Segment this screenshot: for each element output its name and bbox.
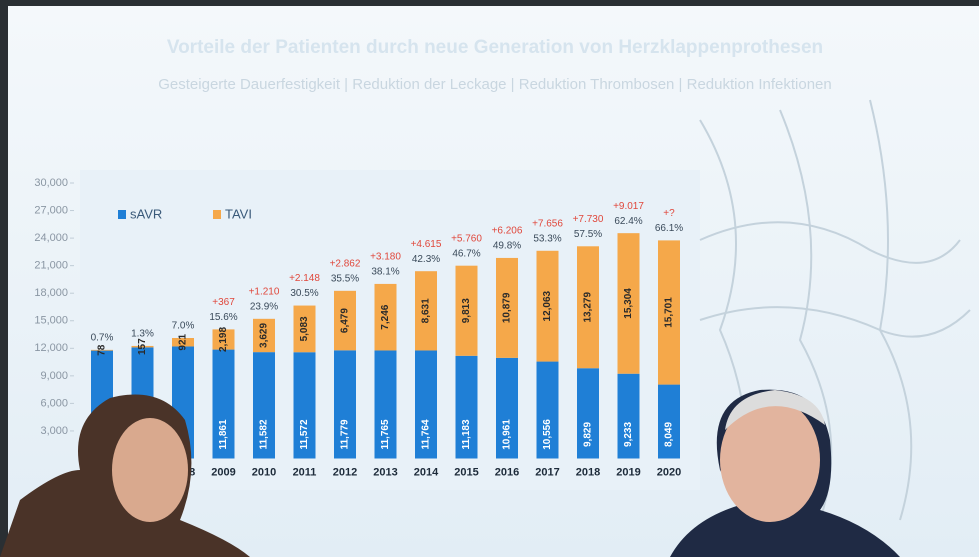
legend-swatch	[213, 210, 221, 219]
x-tick-label: 2019	[616, 466, 640, 478]
bar-value-label: 11,765	[380, 419, 391, 449]
share-label: 1.3%	[131, 329, 154, 340]
screen-photo: Vorteile der Patienten durch neue Genera…	[0, 0, 979, 557]
share-label: 15.6%	[209, 312, 237, 323]
person-left-face	[112, 418, 188, 522]
bar-value-label: 5,083	[299, 316, 310, 341]
x-tick-label: 2012	[333, 466, 357, 478]
bar-value-label: 10,556	[542, 419, 553, 450]
increase-label: +7.656	[532, 218, 563, 229]
bar-value-label: 8,049	[664, 422, 675, 447]
increase-label: +9.017	[613, 201, 644, 212]
x-tick-label: 2015	[454, 466, 478, 478]
increase-label: +?	[663, 208, 675, 219]
bar-value-label: 3,629	[259, 323, 270, 348]
legend-label: TAVI	[225, 206, 252, 221]
share-label: 38.1%	[371, 267, 399, 278]
increase-label: +5.760	[451, 233, 482, 244]
legend-swatch	[118, 210, 126, 219]
bar-value-label: 7,246	[380, 304, 391, 329]
y-tick-label: 21,000	[34, 260, 68, 272]
increase-label: +367	[212, 297, 235, 308]
bar-value-label: 11,183	[461, 419, 472, 449]
share-label: 57.5%	[574, 229, 602, 240]
y-tick-label: 9,000	[40, 370, 68, 382]
increase-label: +7.730	[573, 214, 604, 225]
bar-value-label: 8,631	[421, 298, 432, 323]
share-label: 35.5%	[331, 273, 359, 284]
increase-label: +2.862	[330, 258, 361, 269]
share-label: 7.0%	[172, 321, 195, 332]
y-tick-label: 12,000	[34, 342, 68, 354]
bar-value-label: 15,304	[623, 288, 634, 319]
bar-value-label: 921	[178, 333, 189, 350]
bar-value-label: 10,879	[502, 292, 513, 323]
x-tick-label: 2017	[535, 466, 559, 478]
bar-value-label: 157	[137, 338, 148, 355]
bar-value-label: 13,279	[583, 292, 594, 323]
y-tick-label: 24,000	[34, 232, 68, 244]
share-label: 30.5%	[290, 288, 318, 299]
share-label: 66.1%	[655, 223, 683, 234]
share-label: 0.7%	[91, 333, 114, 344]
y-tick-label: 18,000	[34, 287, 68, 299]
bar-value-label: 11,861	[218, 419, 229, 449]
bar-value-label: 11,764	[421, 419, 432, 449]
x-tick-label: 2010	[252, 466, 276, 478]
increase-label: +4.615	[411, 239, 442, 250]
share-label: 42.3%	[412, 254, 440, 265]
increase-label: +2.148	[289, 273, 320, 284]
share-label: 46.7%	[452, 248, 480, 259]
x-tick-label: 2016	[495, 466, 519, 478]
chart-title: Vorteile der Patienten durch neue Genera…	[167, 37, 823, 58]
bar-value-label: 15,701	[664, 297, 675, 328]
x-tick-label: 2009	[211, 466, 235, 478]
bar-value-label: 12,063	[542, 290, 553, 321]
bar-value-label: 78	[97, 344, 108, 356]
bar-value-label: 9,233	[623, 422, 634, 447]
bar-value-label: 11,572	[299, 419, 310, 449]
x-tick-label: 2013	[373, 466, 397, 478]
share-label: 23.9%	[250, 301, 278, 312]
y-tick-label: 6,000	[40, 397, 68, 409]
y-tick-label: 15,000	[34, 315, 68, 327]
chart-subtitle: Gesteigerte Dauerfestigkeit | Reduktion …	[158, 76, 831, 93]
bar-value-label: 2,198	[218, 327, 229, 352]
x-tick-label: 2011	[293, 466, 317, 478]
bar-value-label: 9,829	[583, 422, 594, 447]
y-tick-label: 30,000	[34, 177, 68, 189]
y-tick-label: 3,000	[40, 425, 68, 437]
x-tick-label: 2020	[657, 466, 681, 478]
bar-value-label: 11,779	[340, 419, 351, 449]
increase-label: +1.210	[249, 286, 280, 297]
share-label: 62.4%	[614, 216, 642, 227]
increase-label: +3.180	[370, 252, 401, 263]
legend-label: sAVR	[130, 206, 162, 221]
share-label: 53.3%	[533, 233, 561, 244]
x-tick-label: 2014	[414, 466, 439, 478]
bar-value-label: 9,813	[461, 298, 472, 323]
bar-value-label: 6,479	[340, 308, 351, 333]
x-tick-label: 2018	[576, 466, 600, 478]
increase-label: +6.206	[492, 226, 523, 237]
y-tick-label: 27,000	[34, 204, 68, 216]
bar-value-label: 11,582	[259, 419, 270, 449]
bar-value-label: 10,961	[502, 419, 513, 450]
share-label: 49.8%	[493, 241, 521, 252]
